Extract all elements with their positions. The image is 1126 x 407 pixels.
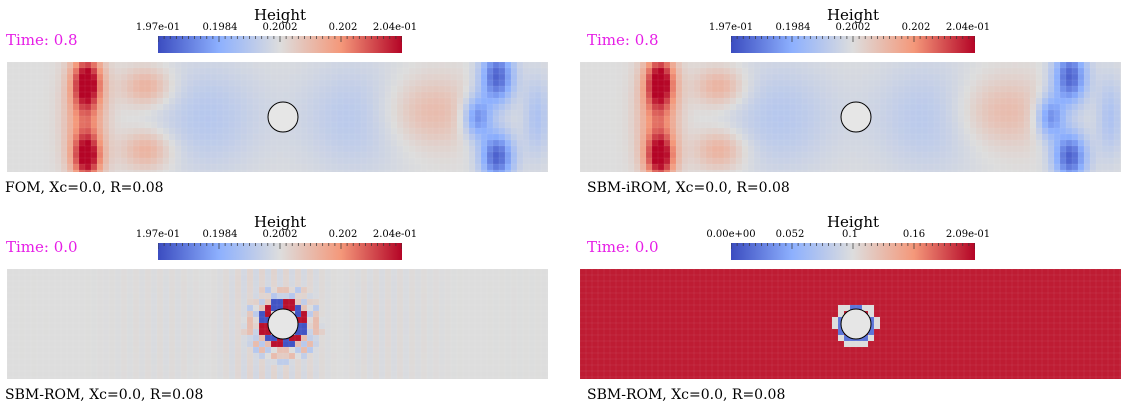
panel-sbm-rom-b: Time: 0.0 Height 0.00e+00 0.052 0.1 0.16… bbox=[573, 207, 1121, 407]
colorbar-tick-label: 2.09e-01 bbox=[945, 229, 991, 240]
colorbar-ticks: 1.97e-01 0.1984 0.2002 0.202 2.04e-01 bbox=[135, 22, 425, 36]
colorbar-tick-label: 0.1984 bbox=[202, 229, 238, 240]
colorbar-tick-label: 0.202 bbox=[901, 22, 931, 33]
height-field-plot bbox=[7, 269, 548, 379]
time-label: Time: 0.0 bbox=[6, 238, 78, 256]
colorbar-ticks-marks bbox=[731, 243, 975, 249]
panel-sbm-rom-a: Time: 0.0 Height 1.97e-01 0.1984 0.2002 … bbox=[0, 207, 548, 407]
colorbar-ticks: 1.97e-01 0.1984 0.2002 0.202 2.04e-01 bbox=[135, 229, 425, 243]
colorbar-tick-label: 1.97e-01 bbox=[708, 22, 754, 33]
panel-caption: SBM-iROM, Xc=0.0, R=0.08 bbox=[587, 180, 790, 196]
colorbar-tick-label: 0.1984 bbox=[202, 22, 238, 33]
colorbar-tick-label: 0.2002 bbox=[262, 229, 298, 240]
time-label: Time: 0.0 bbox=[587, 238, 659, 256]
colorbar-ticks: 1.97e-01 0.1984 0.2002 0.202 2.04e-01 bbox=[708, 22, 998, 36]
colorbar-tick-label: 1.97e-01 bbox=[135, 229, 181, 240]
colorbar-title: Height bbox=[253, 6, 307, 24]
height-field-plot bbox=[580, 62, 1121, 172]
colorbar-tick-label: 0.00e+00 bbox=[706, 229, 756, 240]
time-label: Time: 0.8 bbox=[6, 31, 78, 49]
panel-caption: SBM-ROM, Xc=0.0, R=0.08 bbox=[587, 387, 786, 403]
colorbar-tick-label: 0.202 bbox=[328, 229, 358, 240]
panel-caption: FOM, Xc=0.0, R=0.08 bbox=[5, 180, 164, 196]
colorbar-ticks-marks bbox=[158, 36, 402, 42]
colorbar-tick-label: 0.1 bbox=[842, 229, 858, 240]
colorbar-title: Height bbox=[253, 213, 307, 231]
colorbar-tick-label: 2.04e-01 bbox=[372, 22, 418, 33]
panel-fom: Time: 0.8 Height 1.97e-01 0.1984 0.2002 … bbox=[0, 0, 548, 200]
colorbar-tick-label: 2.04e-01 bbox=[945, 22, 991, 33]
colorbar-tick-label: 1.97e-01 bbox=[135, 22, 181, 33]
colorbar-ticks-marks bbox=[158, 243, 402, 249]
panel-caption: SBM-ROM, Xc=0.0, R=0.08 bbox=[5, 387, 204, 403]
colorbar-tick-label: 0.202 bbox=[328, 22, 358, 33]
colorbar-ticks: 0.00e+00 0.052 0.1 0.16 2.09e-01 bbox=[706, 229, 998, 243]
panel-sbm-irom: Time: 0.8 Height 1.97e-01 0.1984 0.2002 … bbox=[573, 0, 1121, 200]
colorbar-ticks-marks bbox=[731, 36, 975, 42]
time-label: Time: 0.8 bbox=[587, 31, 659, 49]
colorbar-tick-label: 0.052 bbox=[775, 229, 805, 240]
colorbar-tick-label: 0.2002 bbox=[262, 22, 298, 33]
height-field-plot bbox=[580, 269, 1121, 379]
colorbar-title: Height bbox=[826, 213, 880, 231]
colorbar-tick-label: 0.1984 bbox=[775, 22, 811, 33]
height-field-plot bbox=[7, 62, 548, 172]
colorbar-tick-label: 0.16 bbox=[902, 229, 926, 240]
colorbar-tick-label: 2.04e-01 bbox=[372, 229, 418, 240]
colorbar-title: Height bbox=[826, 6, 880, 24]
colorbar-tick-label: 0.2002 bbox=[835, 22, 871, 33]
